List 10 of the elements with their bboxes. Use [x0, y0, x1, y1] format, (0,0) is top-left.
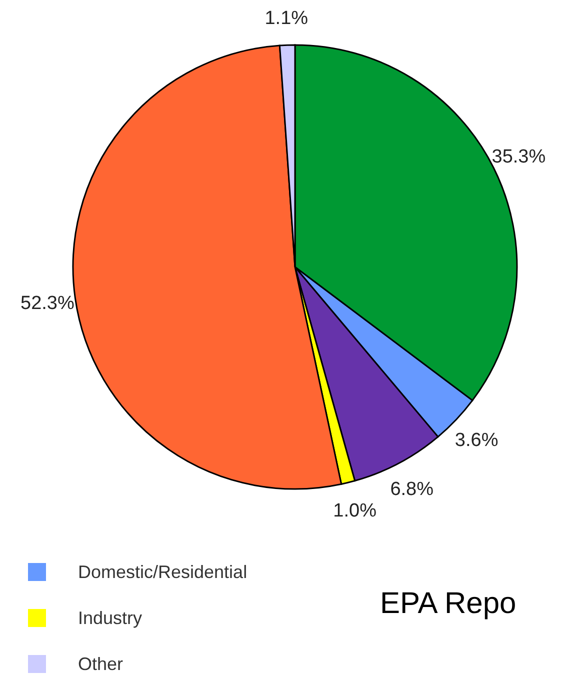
legend-label: Other — [78, 654, 124, 674]
data-label: 35.3% — [492, 146, 546, 168]
data-label: 3.6% — [454, 430, 498, 451]
text: EPA Repo — [380, 587, 516, 620]
legend-label: Domestic/Residential — [78, 562, 248, 582]
legend-label: Industry — [78, 608, 142, 628]
data-label: 52.3% — [20, 292, 74, 314]
data-label: 1.0% — [333, 500, 377, 522]
data-label: 6.8% — [390, 479, 434, 500]
data-label: 1.1% — [264, 8, 308, 30]
